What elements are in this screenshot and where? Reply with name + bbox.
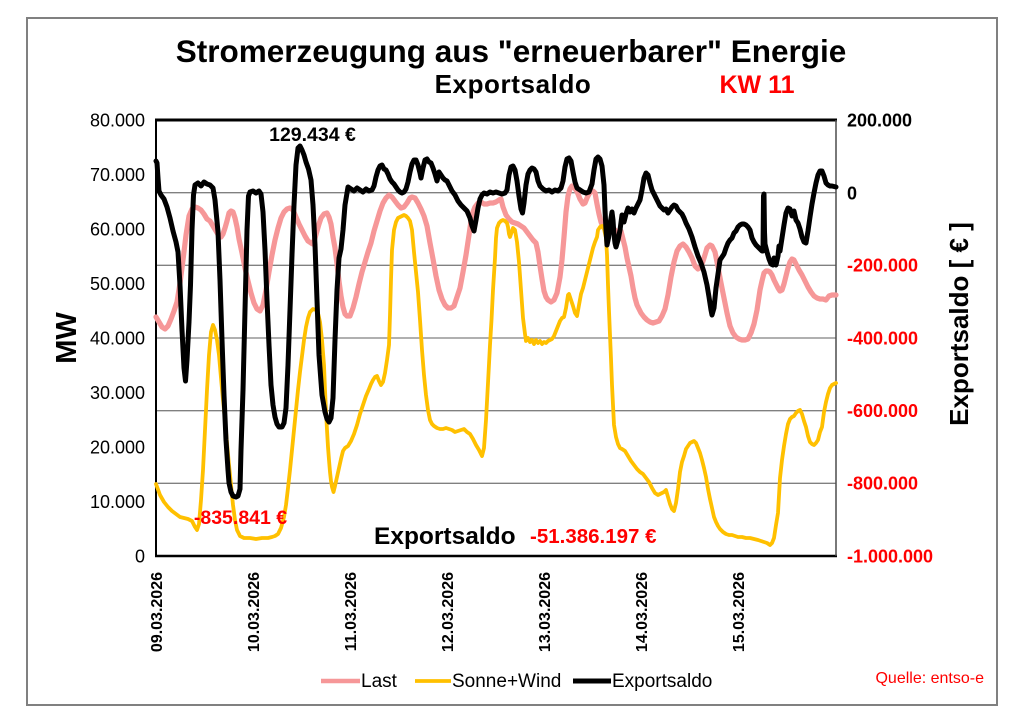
svg-text:11.03.2026: 11.03.2026 <box>343 572 360 651</box>
svg-text:14.03.2026: 14.03.2026 <box>634 572 651 652</box>
svg-text:KW 11: KW 11 <box>719 71 794 99</box>
svg-text:Quelle: entso-e: Quelle: entso-e <box>875 670 984 687</box>
svg-text:Sonne+Wind: Sonne+Wind <box>452 671 561 692</box>
svg-text:60.000: 60.000 <box>90 219 145 239</box>
svg-text:15.03.2026: 15.03.2026 <box>731 572 748 652</box>
svg-text:-835.841 €: -835.841 € <box>194 507 287 529</box>
svg-text:Exportsaldo: Exportsaldo <box>374 523 516 550</box>
svg-text:30.000: 30.000 <box>90 383 145 403</box>
svg-text:09.03.2026: 09.03.2026 <box>149 572 166 652</box>
svg-text:-1.000.000: -1.000.000 <box>847 546 933 566</box>
svg-text:-200.000: -200.000 <box>847 256 918 276</box>
svg-text:-51.386.197 €: -51.386.197 € <box>530 525 657 548</box>
svg-text:70.000: 70.000 <box>90 165 145 185</box>
svg-text:Exportsaldo: Exportsaldo <box>435 69 592 99</box>
svg-text:13.03.2026: 13.03.2026 <box>537 572 554 652</box>
svg-text:40.000: 40.000 <box>90 328 145 348</box>
svg-text:50.000: 50.000 <box>90 274 145 294</box>
svg-text:12.03.2026: 12.03.2026 <box>440 572 457 652</box>
svg-text:Last: Last <box>361 671 398 692</box>
svg-text:10.03.2026: 10.03.2026 <box>246 572 263 652</box>
svg-text:200.000: 200.000 <box>847 110 912 130</box>
svg-text:Exportsaldo [ € ]: Exportsaldo [ € ] <box>944 222 974 426</box>
svg-text:-400.000: -400.000 <box>847 328 918 348</box>
svg-text:10.000: 10.000 <box>90 492 145 512</box>
svg-text:-600.000: -600.000 <box>847 401 918 421</box>
svg-text:Stromerzeugung aus "erneuerbar: Stromerzeugung aus "erneuerbarer" Energi… <box>176 33 847 69</box>
svg-text:-800.000: -800.000 <box>847 474 918 494</box>
svg-text:0: 0 <box>847 183 857 203</box>
svg-text:Exportsaldo: Exportsaldo <box>612 671 712 692</box>
svg-text:129.434 €: 129.434 € <box>269 124 356 146</box>
svg-text:0: 0 <box>135 546 145 566</box>
svg-text:MW: MW <box>51 312 83 364</box>
svg-text:20.000: 20.000 <box>90 437 145 457</box>
svg-text:80.000: 80.000 <box>90 110 145 130</box>
